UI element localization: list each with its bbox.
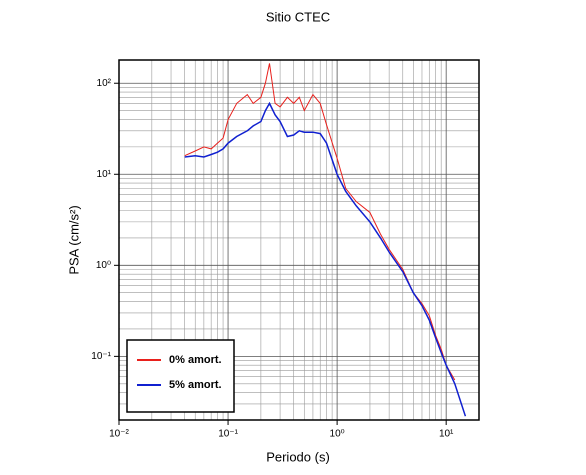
x-axis-label: Periodo (s) bbox=[266, 449, 330, 464]
plot-frame bbox=[118, 59, 480, 421]
x-tick-label: 10¹ bbox=[439, 429, 454, 440]
x-tick-label: 10⁻¹ bbox=[218, 429, 238, 440]
y-tick-label: 10² bbox=[97, 78, 112, 89]
y-tick-label: 10⁻¹ bbox=[91, 351, 111, 362]
x-tick-label: 10⁰ bbox=[330, 429, 345, 440]
y-tick-label: 10⁰ bbox=[96, 260, 111, 271]
y-axis-label: PSA (cm/s²) bbox=[66, 205, 81, 274]
legend-box bbox=[126, 339, 235, 413]
chart-title: Sitio CTEC bbox=[266, 9, 330, 24]
legend-label: 0% amort. bbox=[169, 354, 222, 366]
x-tick-label: 10⁻² bbox=[109, 429, 129, 440]
y-tick-label: 10¹ bbox=[97, 169, 112, 180]
series-line bbox=[184, 101, 467, 417]
legend-label: 5% amort. bbox=[169, 379, 222, 391]
